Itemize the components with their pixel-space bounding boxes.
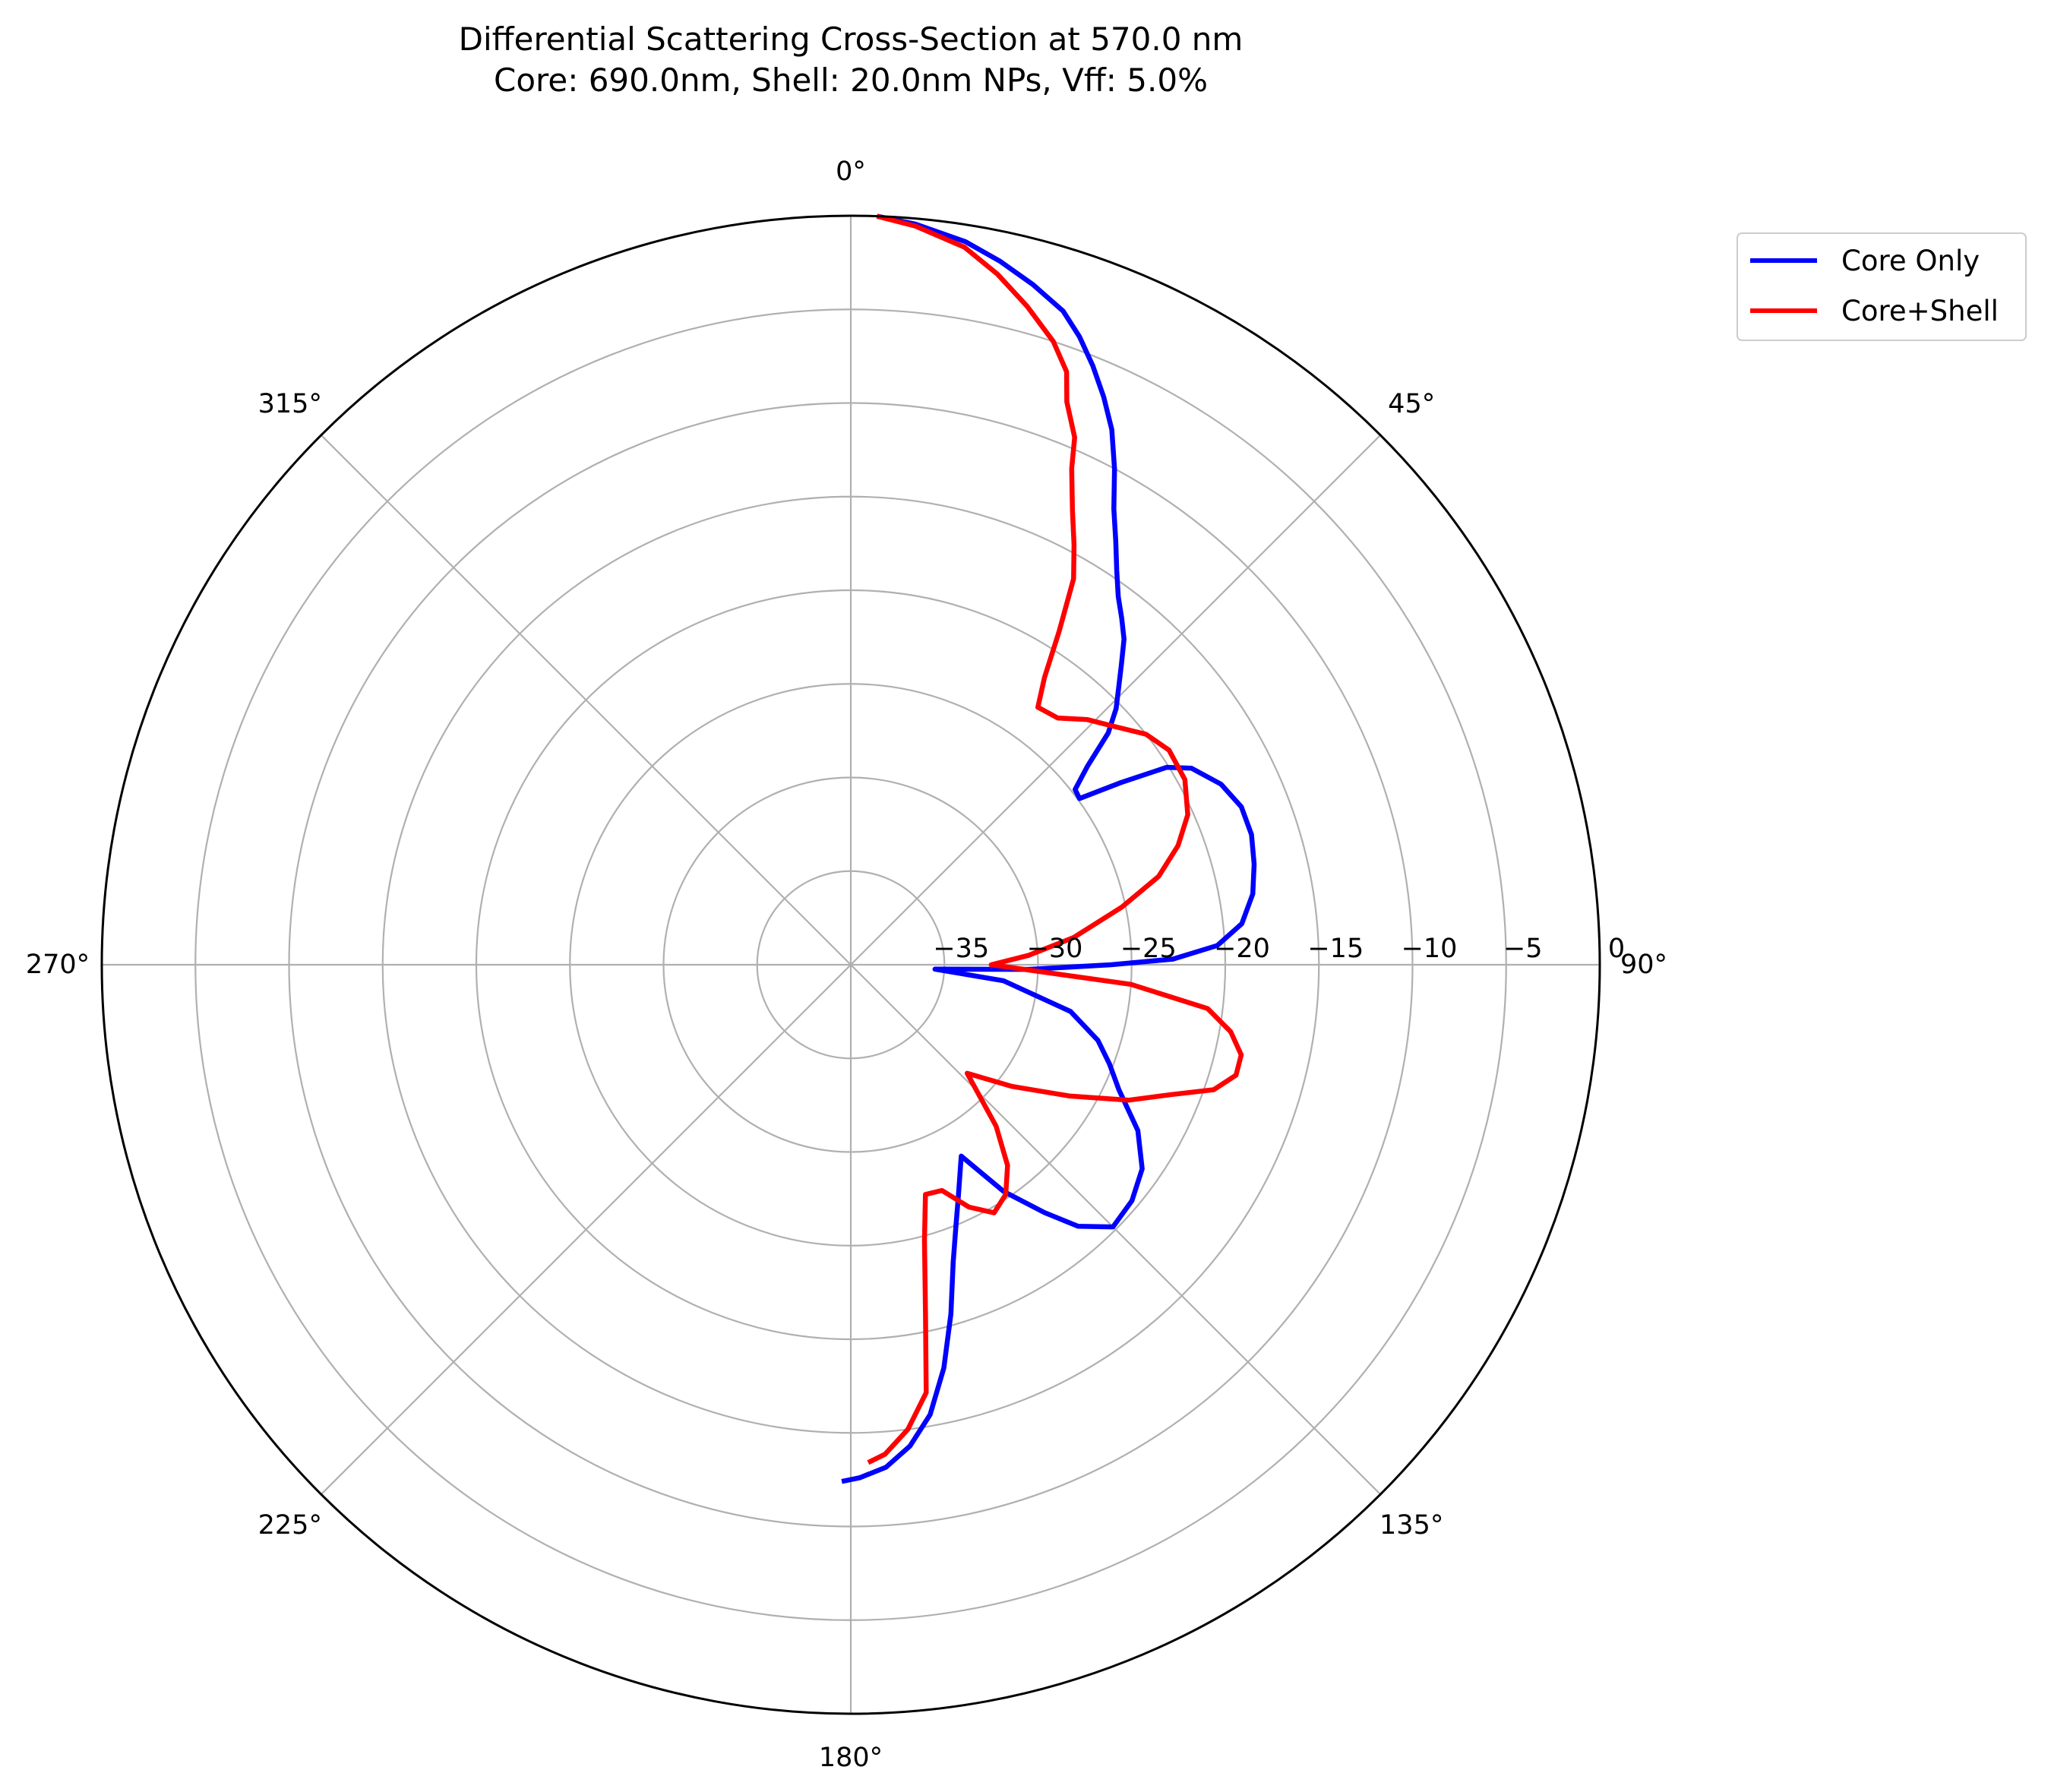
radial-tick-label: −5 bbox=[1503, 934, 1543, 964]
angle-tick-labels: 0° 45° 90° 135° 180° 225° 270° 315° bbox=[26, 156, 1667, 1773]
angle-tick-label: 180° bbox=[819, 1743, 883, 1773]
series-line-core-shell bbox=[867, 213, 1244, 1465]
chart-title: Differential Scattering Cross-Section at… bbox=[459, 21, 1244, 58]
radial-tick-label: −30 bbox=[1027, 934, 1083, 964]
radial-tick-labels: −35 −30 −25 −20 −15 −10 −5 0 bbox=[933, 934, 1625, 964]
grid-spoke bbox=[321, 964, 852, 1495]
angular-grid bbox=[102, 216, 1600, 1714]
angle-tick-label: 315° bbox=[258, 389, 322, 419]
radial-tick-label: −15 bbox=[1307, 934, 1364, 964]
angle-tick-label: 90° bbox=[1620, 950, 1667, 980]
angle-tick-label: 270° bbox=[26, 950, 90, 980]
polar-frame bbox=[100, 214, 1601, 1715]
angle-tick-label: 45° bbox=[1388, 389, 1435, 419]
radial-tick-label: −25 bbox=[1120, 934, 1177, 964]
grid-spoke bbox=[321, 435, 852, 966]
radial-tick-label: 0 bbox=[1608, 934, 1625, 964]
legend: Core Only Core+Shell bbox=[1737, 232, 2027, 341]
series-line-core-only bbox=[841, 213, 1257, 1484]
angle-tick-label: 135° bbox=[1379, 1510, 1443, 1541]
legend-label-core-shell: Core+Shell bbox=[1841, 295, 1999, 327]
angle-tick-label: 225° bbox=[258, 1510, 322, 1541]
radial-tick-label: −10 bbox=[1402, 934, 1458, 964]
legend-label-core-only: Core Only bbox=[1841, 245, 1980, 277]
radial-tick-label: −35 bbox=[933, 934, 989, 964]
radial-tick-label: −20 bbox=[1214, 934, 1270, 964]
angle-tick-label: 0° bbox=[836, 156, 866, 187]
chart-subtitle: Core: 690.0nm, Shell: 20.0nm NPs, Vff: 5… bbox=[494, 62, 1208, 99]
series-layer bbox=[841, 213, 1257, 1484]
grid-spoke bbox=[850, 964, 1381, 1495]
